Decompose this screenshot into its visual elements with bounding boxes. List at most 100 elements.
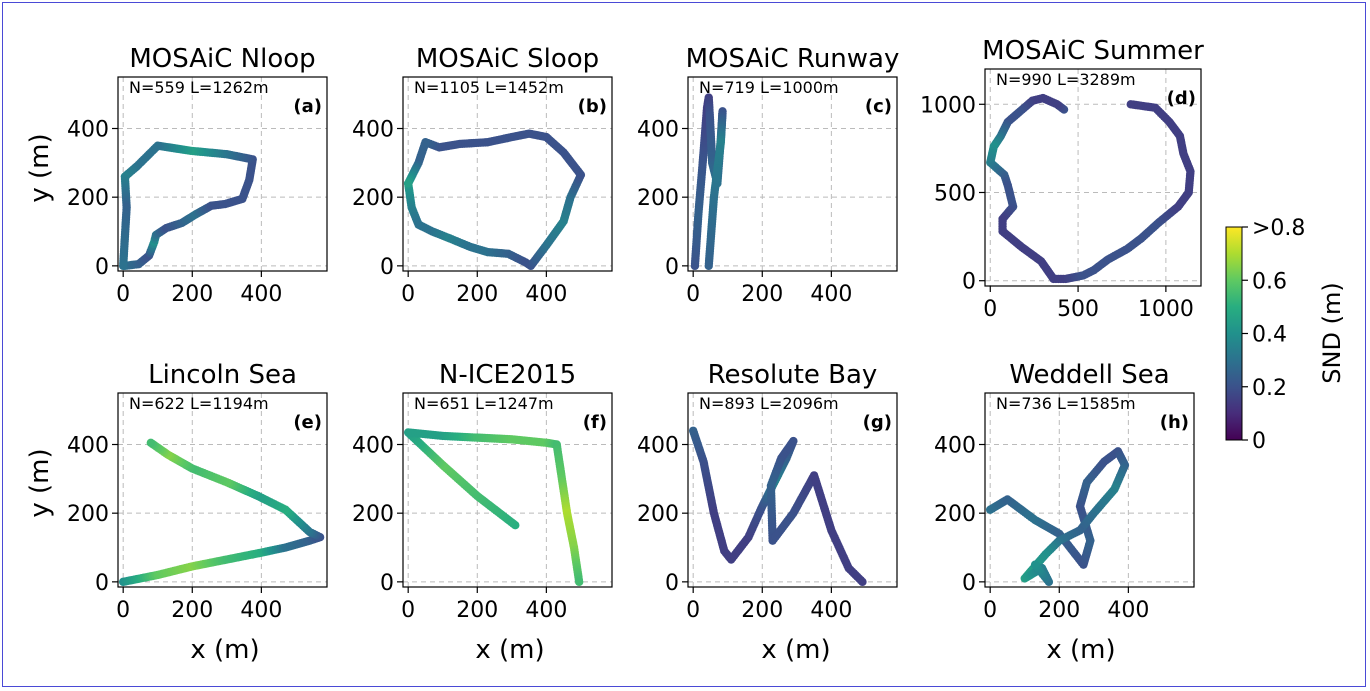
panel-b-tag: (b): [578, 96, 607, 117]
panel-h-tag: (h): [1160, 412, 1189, 433]
panel-a-xtick-label-1: 200: [171, 282, 213, 307]
panel-b: 0 200 400 0 200 400 MOSAiC Sloop N=1105 L=1452m…: [352, 44, 613, 307]
panel-h-title: Weddell Sea: [1009, 360, 1169, 390]
panel-e-xtick-label-2: 400: [240, 598, 282, 623]
panel-c-xtick-label-0: 0: [686, 282, 700, 307]
panel-b-ytick-label-1: 200: [352, 186, 394, 211]
panel-a-tag: (a): [293, 96, 322, 117]
panel-e-ytick-label-1: 200: [67, 502, 109, 527]
panel-g-annotation: N=893 L=2096m: [699, 394, 839, 413]
panel-g-xtick-label-2: 400: [810, 598, 852, 623]
colorbar-label: SND (m): [1318, 282, 1346, 383]
panel-g-frame: [687, 392, 898, 588]
panel-h-annotation: N=736 L=1585m: [996, 394, 1136, 413]
panel-c-xtick-label-1: 200: [741, 282, 783, 307]
panel-b-ytick-label-0: 0: [380, 255, 394, 280]
panel-f: 0 200 400 0 200 400 N-ICE2015 N=651 L=1247m (f): [352, 360, 613, 623]
panel-f-point-177: [574, 577, 584, 587]
colorbar: SND (m) 0 0.2 0.4 0.6 >0.8: [1225, 216, 1346, 454]
panel-h-xtick-label-1: 200: [1038, 598, 1080, 623]
panel-b-xtick-label-2: 400: [525, 282, 567, 307]
x-axis-label-f: x (m): [475, 635, 544, 665]
panel-g-ytick-label-1: 200: [637, 502, 679, 527]
panel-a-xtick-label-2: 400: [240, 282, 282, 307]
panel-g-tag: (g): [863, 412, 892, 433]
panel-a-ytick-label-0: 0: [95, 255, 109, 280]
panel-e-ytick-label-0: 0: [95, 571, 109, 596]
y-axis-label-top: y (m): [25, 133, 55, 202]
panel-e-tag: (e): [293, 412, 322, 433]
panel-h: 0 200 400 0 200 400 Weddell Sea N=736 L=1585m (h…: [934, 360, 1195, 623]
panel-a-ytick-label-1: 200: [67, 186, 109, 211]
panel-e-ytick-label-2: 400: [67, 434, 109, 459]
panel-a: 0 200 400 0 200 400 MOSAiC Nloop N=559 L=1262m (…: [67, 44, 328, 307]
panel-e-xtick-label-1: 200: [171, 598, 213, 623]
panel-g: 0 200 400 0 200 400 Resolute Bay N=893 L=2096m (…: [637, 360, 898, 623]
panel-f-ytick-label-1: 200: [352, 502, 394, 527]
panel-c-ytick-label-2: 400: [637, 118, 679, 143]
panel-f-tag: (f): [583, 412, 607, 433]
panel-a-ytick-label-2: 400: [67, 118, 109, 143]
panel-f-ytick-label-0: 0: [380, 571, 394, 596]
panel-f-xtick-label-1: 200: [456, 598, 498, 623]
panel-h-ytick-label-0: 0: [962, 571, 976, 596]
panel-d-annotation: N=990 L=3289m: [996, 70, 1136, 89]
panel-h-ytick-label-1: 200: [934, 502, 976, 527]
panel-d-tag: (d): [1167, 88, 1196, 109]
panel-h-ytick-label-2: 400: [934, 434, 976, 459]
panel-e-frame: [117, 392, 328, 588]
panel-f-annotation: N=651 L=1247m: [414, 394, 554, 413]
panel-b-point-208: [403, 179, 413, 188]
panel-b-xtick-label-1: 200: [456, 282, 498, 307]
panel-d-xtick-label-1: 500: [1057, 297, 1099, 322]
x-axis-label-g: x (m): [761, 635, 830, 665]
y-axis-label-bottom: y (m): [25, 448, 55, 517]
panel-d-ytick-label-0: 0: [962, 270, 976, 295]
panel-e-xtick-label-0: 0: [116, 598, 130, 623]
panel-c-title: MOSAiC Runway: [686, 44, 900, 74]
panel-b-annotation: N=1105 L=1452m: [414, 78, 564, 97]
panel-b-frame: [402, 76, 613, 272]
panel-c-ytick-label-0: 0: [665, 255, 679, 280]
panel-c: 0 200 400 0 200 400 MOSAiC Runway N=719 L=1000m…: [637, 44, 899, 307]
panel-b-ytick-label-2: 400: [352, 118, 394, 143]
panel-e: 0 200 400 0 200 400 Lincoln Sea N=622 L=1194m (e…: [67, 360, 328, 623]
panel-e-title: Lincoln Sea: [148, 360, 297, 390]
panel-b-xtick-label-0: 0: [401, 282, 415, 307]
panel-c-frame: [687, 76, 898, 272]
panel-d-point-237: [1126, 100, 1135, 109]
panel-c-ytick-label-1: 200: [637, 186, 679, 211]
panel-c-xtick-label-2: 400: [810, 282, 852, 307]
panel-d-ytick-label-1: 500: [934, 181, 976, 206]
panel-h-xtick-label-0: 0: [983, 598, 997, 623]
panel-d-xtick-label-2: 1000: [1138, 297, 1194, 322]
panel-d: 0 500 1000 0 500 1000 MOSAiC Summer N=990 L=328…: [920, 36, 1204, 322]
x-axis-label-e: x (m): [190, 635, 259, 665]
panel-d-frame: [984, 68, 1202, 287]
panel-a-title: MOSAiC Nloop: [129, 44, 315, 74]
panel-f-title: N-ICE2015: [439, 360, 576, 390]
panel-b-title: MOSAiC Sloop: [416, 44, 599, 74]
panel-f-xtick-label-2: 400: [525, 598, 567, 623]
panel-h-point-202: [1030, 560, 1040, 569]
panel-d-ytick-label-2: 1000: [920, 93, 976, 118]
panel-e-background: [118, 393, 327, 587]
colorbar-tick-label-4: >0.8: [1252, 216, 1305, 241]
panel-f-background: [403, 393, 612, 587]
panel-g-xtick-label-1: 200: [741, 598, 783, 623]
colorbar-tick-label-0: 0: [1252, 429, 1266, 454]
panel-h-frame: [984, 392, 1195, 588]
panel-g-xtick-label-0: 0: [686, 598, 700, 623]
panel-a-annotation: N=559 L=1262m: [129, 78, 269, 97]
panel-f-xtick-label-0: 0: [401, 598, 415, 623]
colorbar-tick-label-3: 0.6: [1252, 269, 1287, 294]
panel-a-xtick-label-0: 0: [116, 282, 130, 307]
panel-f-frame: [402, 392, 613, 588]
panel-c-tag: (c): [865, 96, 892, 117]
panel-e-annotation: N=622 L=1194m: [129, 394, 269, 413]
panel-g-ytick-label-0: 0: [665, 571, 679, 596]
colorbar-tick-label-1: 0.2: [1252, 376, 1287, 401]
panel-a-frame: [117, 76, 328, 272]
